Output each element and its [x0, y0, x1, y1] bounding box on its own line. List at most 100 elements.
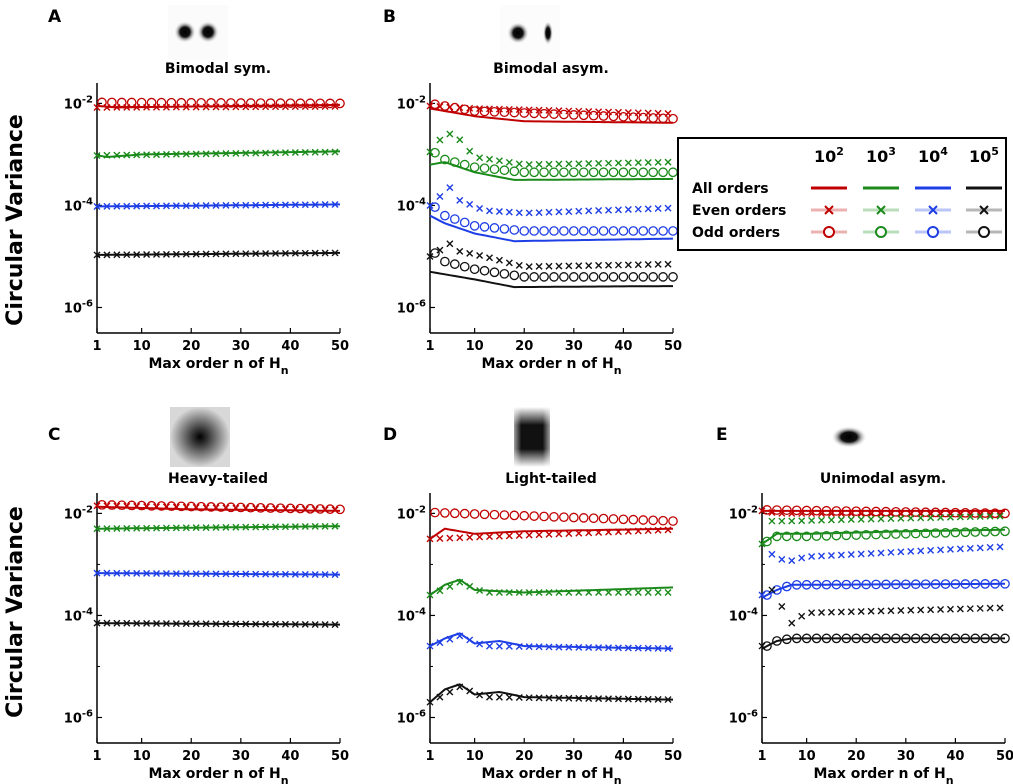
even-order-marker: [808, 516, 816, 524]
odd-order-marker: [335, 98, 345, 109]
all-orders-line: [96, 150, 340, 159]
y-tick-base: 10: [64, 609, 82, 624]
even-order-marker: [644, 588, 652, 596]
even-order-marker: [818, 609, 826, 617]
odd-order-marker: [529, 272, 539, 282]
y-tick-label: 10-4: [397, 606, 426, 624]
even-order-marker: [515, 261, 523, 269]
legend-header-exponent: 4: [940, 145, 948, 158]
odd-order-marker: [658, 515, 668, 526]
even-order-marker: [605, 261, 613, 269]
odd-order-marker: [156, 97, 167, 108]
odd-order-marker: [618, 226, 629, 236]
even-order-marker: [976, 604, 984, 612]
odd-order-marker: [598, 167, 609, 178]
all-orders-line: [429, 578, 674, 596]
even-order-marker: [575, 107, 583, 115]
even-order-marker: [486, 693, 494, 701]
odd-order-marker: [509, 107, 520, 118]
odd-order-marker: [186, 501, 197, 512]
even-order-marker: [575, 207, 583, 215]
x-axis-label-main: Max order n of H: [481, 766, 613, 782]
series-3: [93, 522, 340, 533]
even-order-marker: [847, 608, 855, 616]
odd-order-marker: [638, 112, 649, 123]
even-order-marker: [495, 693, 503, 701]
odd-order-marker: [578, 226, 589, 236]
odd-order-marker: [658, 167, 668, 178]
odd-order-marker: [628, 112, 639, 123]
x-tick-label: 1: [425, 749, 434, 764]
odd-order-marker: [449, 259, 460, 269]
even-order-marker: [857, 515, 865, 523]
even-order-marker: [426, 252, 434, 260]
legend-header-base: 10: [969, 147, 991, 166]
even-order-marker: [956, 545, 964, 553]
even-order-marker: [486, 155, 494, 163]
even-order-marker: [654, 205, 662, 213]
odd-order-marker: [648, 226, 659, 236]
y-tick-base: 10: [64, 301, 82, 316]
x-tick-label: 30: [232, 339, 250, 354]
odd-order-marker: [519, 226, 530, 236]
even-order-marker: [778, 555, 786, 563]
odd-order-marker: [930, 507, 941, 518]
odd-order-marker: [559, 167, 569, 178]
odd-order-marker: [519, 167, 530, 178]
odd-order-marker: [668, 516, 678, 526]
odd-order-marker: [990, 508, 1000, 519]
even-order-marker: [545, 530, 553, 538]
odd-order-marker: [910, 507, 921, 517]
x-tick-label: 50: [664, 749, 682, 764]
odd-order-marker: [479, 106, 490, 117]
odd-order-marker: [791, 531, 802, 542]
legend-header-exponent: 5: [991, 145, 999, 158]
all-orders-line: [429, 214, 674, 243]
legend-odd-marker: [875, 226, 887, 238]
even-order-marker: [917, 514, 925, 522]
even-order-marker: [456, 534, 464, 542]
odd-order-marker: [469, 162, 480, 173]
odd-order-marker: [116, 97, 127, 108]
x-axis-label-subscript: n: [946, 774, 954, 784]
y-tick-exponent: -6: [82, 708, 93, 719]
y-tick-exponent: -2: [415, 94, 426, 105]
x-tick-label: 20: [847, 749, 865, 764]
odd-order-marker: [628, 167, 639, 178]
odd-order-marker: [136, 97, 147, 108]
y-tick-exponent: -4: [82, 606, 93, 617]
all-orders-line: [429, 632, 674, 650]
odd-order-marker: [206, 502, 216, 512]
even-order-marker: [976, 513, 984, 521]
x-tick-label: 40: [281, 749, 299, 764]
even-order-marker: [937, 605, 945, 613]
even-order-marker: [446, 184, 454, 192]
even-order-marker: [808, 609, 816, 617]
odd-order-marker: [598, 513, 609, 524]
thumbnail-c: [170, 407, 230, 467]
odd-order-marker: [235, 98, 246, 108]
panel-label: D: [383, 425, 397, 445]
even-order-marker: [624, 206, 632, 214]
even-order-marker: [897, 514, 905, 522]
even-order-marker: [788, 619, 796, 627]
panel-label: A: [48, 7, 62, 27]
even-order-marker: [664, 158, 672, 166]
odd-order-marker: [598, 111, 609, 121]
all-orders-line: [429, 527, 674, 540]
even-order-marker: [476, 251, 484, 259]
odd-order-marker: [658, 226, 668, 236]
odd-order-marker: [245, 98, 256, 108]
odd-order-marker: [529, 511, 539, 521]
even-order-marker: [956, 605, 964, 613]
odd-order-marker: [940, 527, 951, 538]
series-4: [93, 569, 340, 579]
odd-order-marker: [305, 98, 316, 109]
even-order-marker: [966, 605, 974, 613]
y-tick-base: 10: [729, 609, 747, 624]
odd-order-marker: [568, 512, 579, 523]
odd-order-marker: [781, 531, 792, 542]
even-order-marker: [654, 158, 662, 166]
